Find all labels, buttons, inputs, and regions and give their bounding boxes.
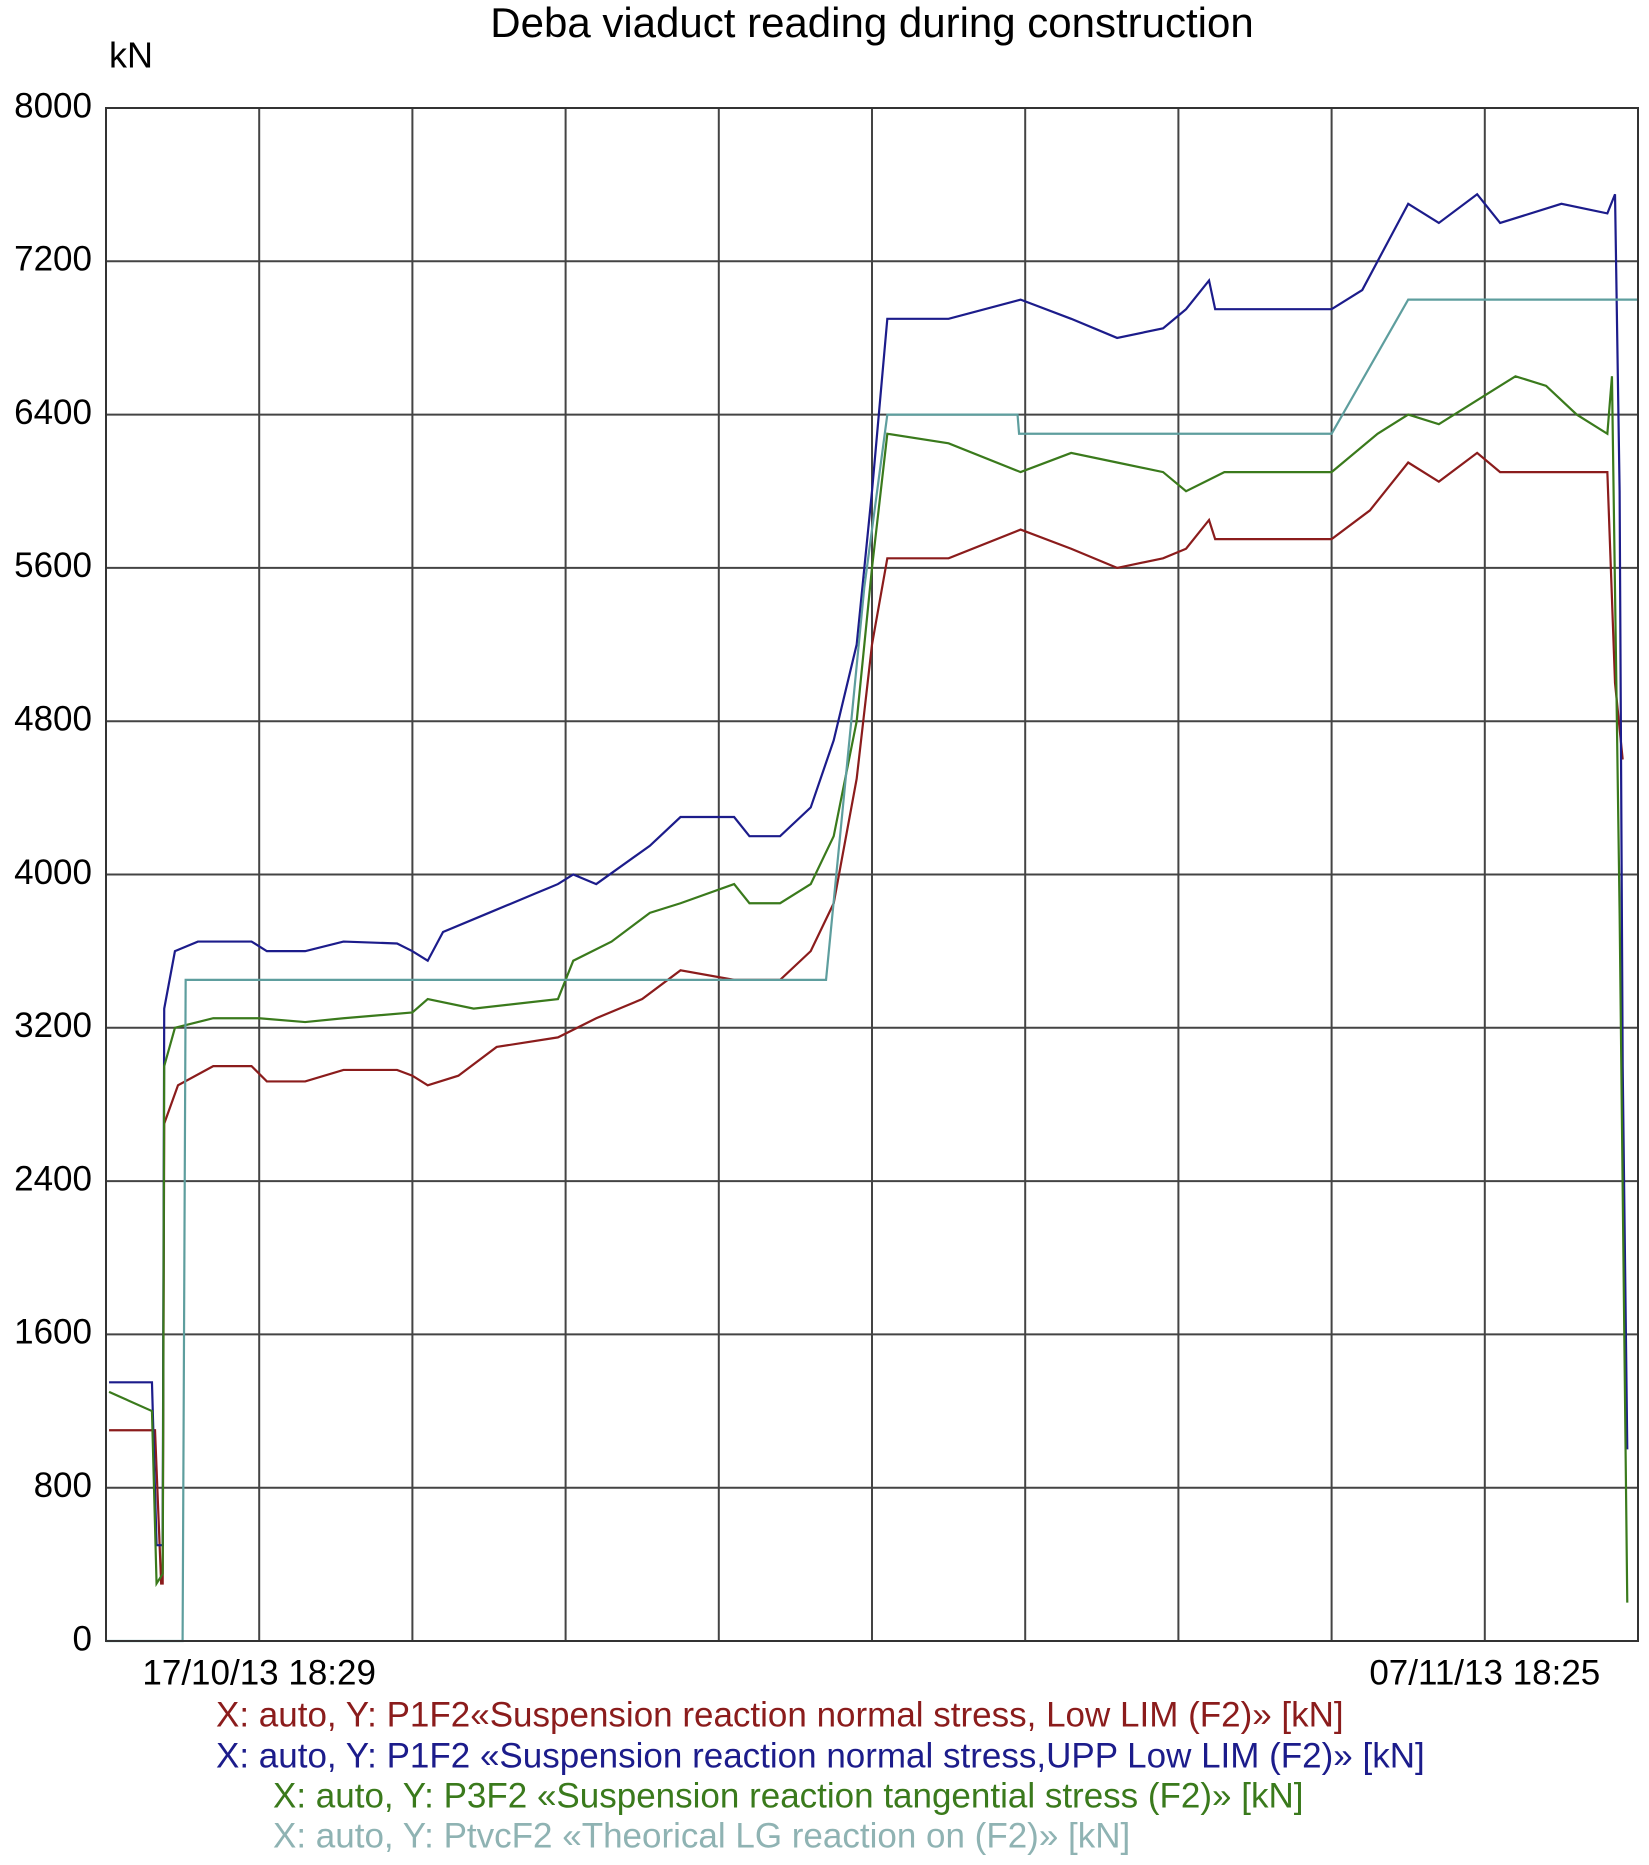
plot-frame <box>105 107 1639 1642</box>
series-line <box>109 192 1629 1547</box>
y-axis-label: kN <box>109 35 153 76</box>
y-tick-label: 7200 <box>14 240 92 279</box>
y-tick-label: 4800 <box>14 699 92 738</box>
x-tick-label: 17/10/13 18:29 <box>142 1653 376 1692</box>
legend-entry: X: auto, Y: P3F2 «Suspension reaction ta… <box>273 1776 1303 1815</box>
y-tick-label: 0 <box>73 1619 92 1658</box>
chart-title: Deba viaduct reading during construction <box>490 0 1253 46</box>
y-tick-label: 4000 <box>14 853 92 892</box>
y-tick-label: 2400 <box>14 1159 92 1198</box>
y-tick-label: 5600 <box>14 546 92 585</box>
legend-entry: X: auto, Y: P1F2«Suspension reaction nor… <box>216 1695 1344 1734</box>
x-tick-label: 07/11/13 18:25 <box>1369 1653 1600 1692</box>
y-tick-label: 3200 <box>14 1006 92 1045</box>
y-tick-label: 800 <box>34 1466 92 1505</box>
series-line <box>106 298 1638 1643</box>
series-line <box>109 451 1624 1585</box>
legend-entry: X: auto, Y: PtvcF2 «Theorical LG reactio… <box>273 1816 1130 1855</box>
y-tick-label: 1600 <box>14 1313 92 1352</box>
y-tick-label: 8000 <box>14 86 92 125</box>
y-tick-label: 6400 <box>14 393 92 432</box>
legend-entry: X: auto, Y: P1F2 «Suspension reaction no… <box>216 1736 1425 1775</box>
